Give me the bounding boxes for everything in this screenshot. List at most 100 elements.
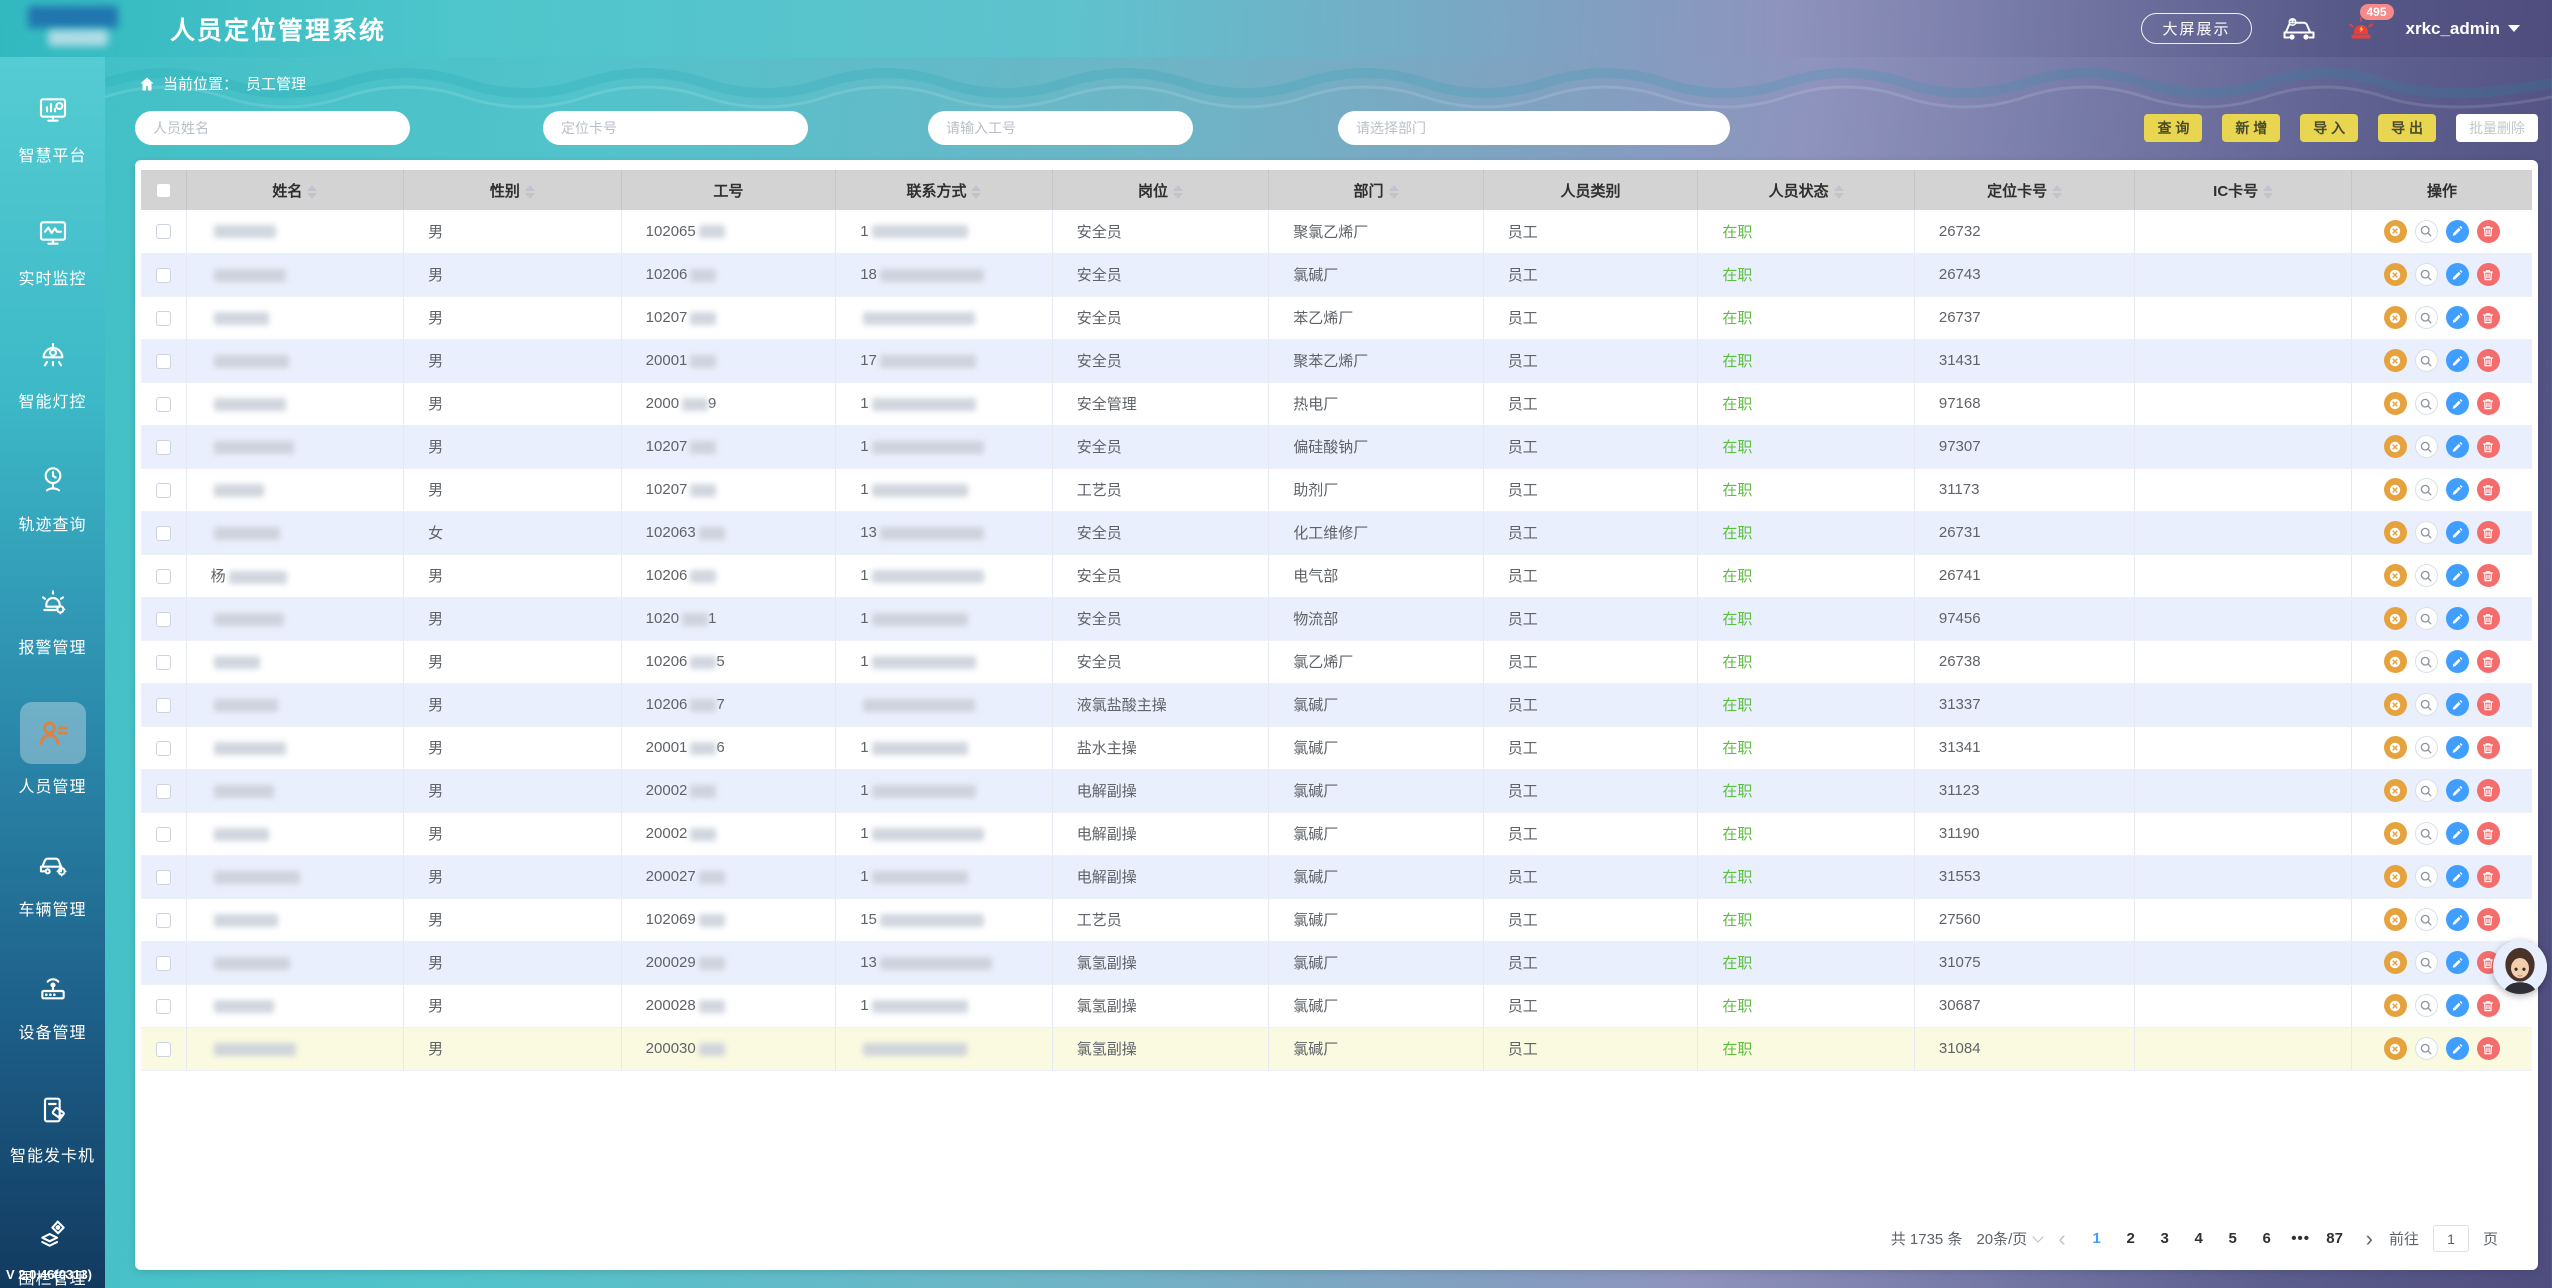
alarm-icon[interactable]: 495 bbox=[2346, 3, 2394, 43]
sidebar-item-cardmachine[interactable]: 智能发卡机 bbox=[0, 1087, 105, 1166]
delete-button[interactable] bbox=[2476, 263, 2500, 286]
unbind-button[interactable] bbox=[2383, 736, 2407, 759]
row-checkbox[interactable] bbox=[155, 869, 171, 885]
person-name-input[interactable] bbox=[135, 111, 410, 145]
view-button[interactable] bbox=[2414, 263, 2438, 286]
row-checkbox[interactable] bbox=[155, 783, 171, 799]
view-button[interactable] bbox=[2414, 306, 2438, 329]
unbind-button[interactable] bbox=[2383, 650, 2407, 673]
edit-button[interactable] bbox=[2445, 349, 2469, 372]
unbind-button[interactable] bbox=[2383, 435, 2407, 458]
delete-button[interactable] bbox=[2476, 607, 2500, 630]
view-button[interactable] bbox=[2414, 478, 2438, 501]
edit-button[interactable] bbox=[2445, 564, 2469, 587]
page-size-select[interactable]: 20条/页 bbox=[1976, 1228, 2044, 1249]
goto-page-input[interactable] bbox=[2432, 1225, 2469, 1252]
select-all-checkbox[interactable] bbox=[155, 183, 171, 199]
row-checkbox[interactable] bbox=[155, 740, 171, 756]
row-checkbox[interactable] bbox=[155, 224, 171, 240]
unbind-button[interactable] bbox=[2383, 1037, 2407, 1060]
job-number-input[interactable] bbox=[928, 111, 1193, 145]
view-button[interactable] bbox=[2414, 1037, 2438, 1060]
edit-button[interactable] bbox=[2445, 478, 2469, 501]
view-button[interactable] bbox=[2414, 564, 2438, 587]
page-number[interactable]: 1 bbox=[2092, 1230, 2101, 1247]
sort-icon[interactable] bbox=[2263, 184, 2274, 199]
unbind-button[interactable] bbox=[2383, 607, 2407, 630]
sidebar-item-monitor[interactable]: 实时监控 bbox=[0, 210, 105, 289]
column-header[interactable]: IC卡号 bbox=[2134, 170, 2352, 210]
unbind-button[interactable] bbox=[2383, 779, 2407, 802]
view-button[interactable] bbox=[2414, 994, 2438, 1017]
prev-page-button[interactable]: ‹ bbox=[2058, 1225, 2066, 1251]
delete-button[interactable] bbox=[2476, 1037, 2500, 1060]
unbind-button[interactable] bbox=[2383, 521, 2407, 544]
row-checkbox[interactable] bbox=[155, 1041, 171, 1057]
edit-button[interactable] bbox=[2445, 779, 2469, 802]
view-button[interactable] bbox=[2414, 822, 2438, 845]
edit-button[interactable] bbox=[2445, 219, 2469, 243]
unbind-button[interactable] bbox=[2383, 392, 2407, 415]
delete-button[interactable] bbox=[2476, 435, 2500, 458]
edit-button[interactable] bbox=[2445, 951, 2469, 974]
edit-button[interactable] bbox=[2445, 521, 2469, 544]
assistant-avatar[interactable] bbox=[2493, 940, 2547, 994]
row-checkbox[interactable] bbox=[155, 912, 171, 928]
column-header[interactable]: 性别 bbox=[403, 170, 622, 210]
sort-icon[interactable] bbox=[307, 184, 318, 199]
edit-button[interactable] bbox=[2445, 306, 2469, 329]
page-number[interactable]: 4 bbox=[2194, 1230, 2203, 1247]
next-page-button[interactable]: › bbox=[2365, 1225, 2373, 1251]
row-checkbox[interactable] bbox=[155, 611, 171, 627]
edit-button[interactable] bbox=[2445, 736, 2469, 759]
sidebar-item-dashboard[interactable]: 智慧平台 bbox=[0, 87, 105, 166]
delete-button[interactable] bbox=[2476, 564, 2500, 587]
page-ellipsis[interactable]: ••• bbox=[2291, 1230, 2311, 1247]
edit-button[interactable] bbox=[2445, 994, 2469, 1017]
row-checkbox[interactable] bbox=[155, 568, 171, 584]
delete-button[interactable] bbox=[2476, 994, 2500, 1017]
delete-button[interactable] bbox=[2476, 478, 2500, 501]
delete-button[interactable] bbox=[2476, 306, 2500, 329]
row-checkbox[interactable] bbox=[155, 826, 171, 842]
edit-button[interactable] bbox=[2445, 865, 2469, 888]
row-checkbox[interactable] bbox=[155, 396, 171, 412]
view-button[interactable] bbox=[2414, 908, 2438, 931]
view-button[interactable] bbox=[2414, 865, 2438, 888]
view-button[interactable] bbox=[2414, 607, 2438, 630]
delete-button[interactable] bbox=[2476, 865, 2500, 888]
view-button[interactable] bbox=[2414, 736, 2438, 759]
row-checkbox[interactable] bbox=[155, 955, 171, 971]
view-button[interactable] bbox=[2414, 349, 2438, 372]
unbind-button[interactable] bbox=[2383, 306, 2407, 329]
sidebar-item-device[interactable]: 设备管理 bbox=[0, 964, 105, 1043]
delete-button[interactable] bbox=[2476, 392, 2500, 415]
row-checkbox[interactable] bbox=[155, 267, 171, 283]
import-button[interactable]: 导 入 bbox=[2300, 114, 2359, 142]
delete-button[interactable] bbox=[2476, 521, 2500, 544]
view-button[interactable] bbox=[2414, 392, 2438, 415]
sidebar-item-alarm[interactable]: 报警管理 bbox=[0, 579, 105, 658]
column-header[interactable]: 联系方式 bbox=[835, 170, 1053, 210]
unbind-button[interactable] bbox=[2383, 564, 2407, 587]
row-checkbox[interactable] bbox=[155, 482, 171, 498]
column-header[interactable]: 岗位 bbox=[1052, 170, 1270, 210]
unbind-button[interactable] bbox=[2383, 994, 2407, 1017]
sidebar-item-track[interactable]: 轨迹查询 bbox=[0, 456, 105, 535]
row-checkbox[interactable] bbox=[155, 310, 171, 326]
page-number[interactable]: 6 bbox=[2262, 1230, 2271, 1247]
edit-button[interactable] bbox=[2445, 435, 2469, 458]
sidebar-item-vehicle[interactable]: 车辆管理 bbox=[0, 841, 105, 920]
sort-icon[interactable] bbox=[971, 184, 982, 199]
column-header[interactable]: 部门 bbox=[1268, 170, 1484, 210]
export-button[interactable]: 导 出 bbox=[2378, 114, 2436, 142]
unbind-button[interactable] bbox=[2383, 822, 2407, 845]
delete-button[interactable] bbox=[2476, 822, 2500, 845]
delete-button[interactable] bbox=[2476, 349, 2500, 372]
edit-button[interactable] bbox=[2445, 392, 2469, 415]
delete-button[interactable] bbox=[2476, 219, 2500, 243]
row-checkbox[interactable] bbox=[155, 439, 171, 455]
row-checkbox[interactable] bbox=[155, 353, 171, 369]
user-menu[interactable]: xrkc_admin bbox=[2406, 19, 2520, 39]
department-select[interactable] bbox=[1338, 111, 1730, 145]
